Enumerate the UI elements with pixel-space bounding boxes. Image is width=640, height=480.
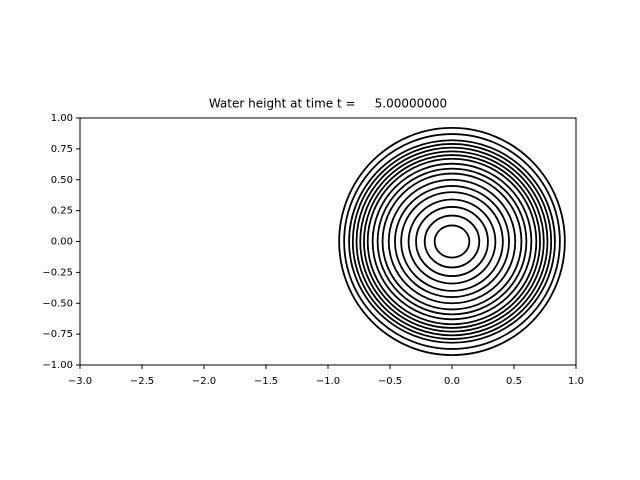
y-tick-label: −0.50 [42, 298, 73, 309]
contour-line [351, 143, 553, 340]
y-tick-label: 1.00 [51, 113, 73, 124]
contour-line [376, 167, 528, 316]
y-tick-label: −0.75 [42, 329, 73, 340]
y-tick-label: 0.25 [51, 206, 73, 217]
contour-line [363, 154, 541, 329]
contour-line [371, 162, 533, 321]
y-tick-label: −1.00 [42, 360, 73, 371]
x-tick-label: −0.5 [378, 376, 402, 387]
y-tick-label: 0.00 [51, 237, 73, 248]
contour-line [343, 133, 561, 350]
contour-line [359, 150, 545, 333]
x-tick-label: 1.0 [568, 376, 584, 387]
contour-line [338, 126, 566, 357]
contour-line [355, 146, 549, 337]
contour-line [407, 198, 497, 285]
contour-line [423, 214, 481, 269]
contour-line [433, 224, 471, 259]
x-tick-label: −1.0 [316, 376, 340, 387]
x-tick-label: −1.5 [254, 376, 278, 387]
contour-line [400, 191, 504, 292]
x-tick-label: −3.0 [68, 376, 92, 387]
x-tick-label: 0.5 [506, 376, 522, 387]
contour-line [394, 185, 510, 298]
contour-line [366, 157, 538, 326]
x-tick-label: −2.5 [130, 376, 154, 387]
contour-line [415, 206, 489, 277]
contour-line [387, 178, 517, 305]
x-tick-label: 0.0 [444, 376, 460, 387]
x-tick-label: −2.0 [192, 376, 216, 387]
chart-title: Water height at time t = 5.00000000 [209, 97, 447, 111]
y-tick-label: 0.75 [51, 144, 73, 155]
contour-line [381, 172, 523, 311]
contour-line [348, 139, 556, 344]
y-tick-label: 0.50 [51, 175, 73, 186]
y-tick-label: −0.25 [42, 267, 73, 278]
